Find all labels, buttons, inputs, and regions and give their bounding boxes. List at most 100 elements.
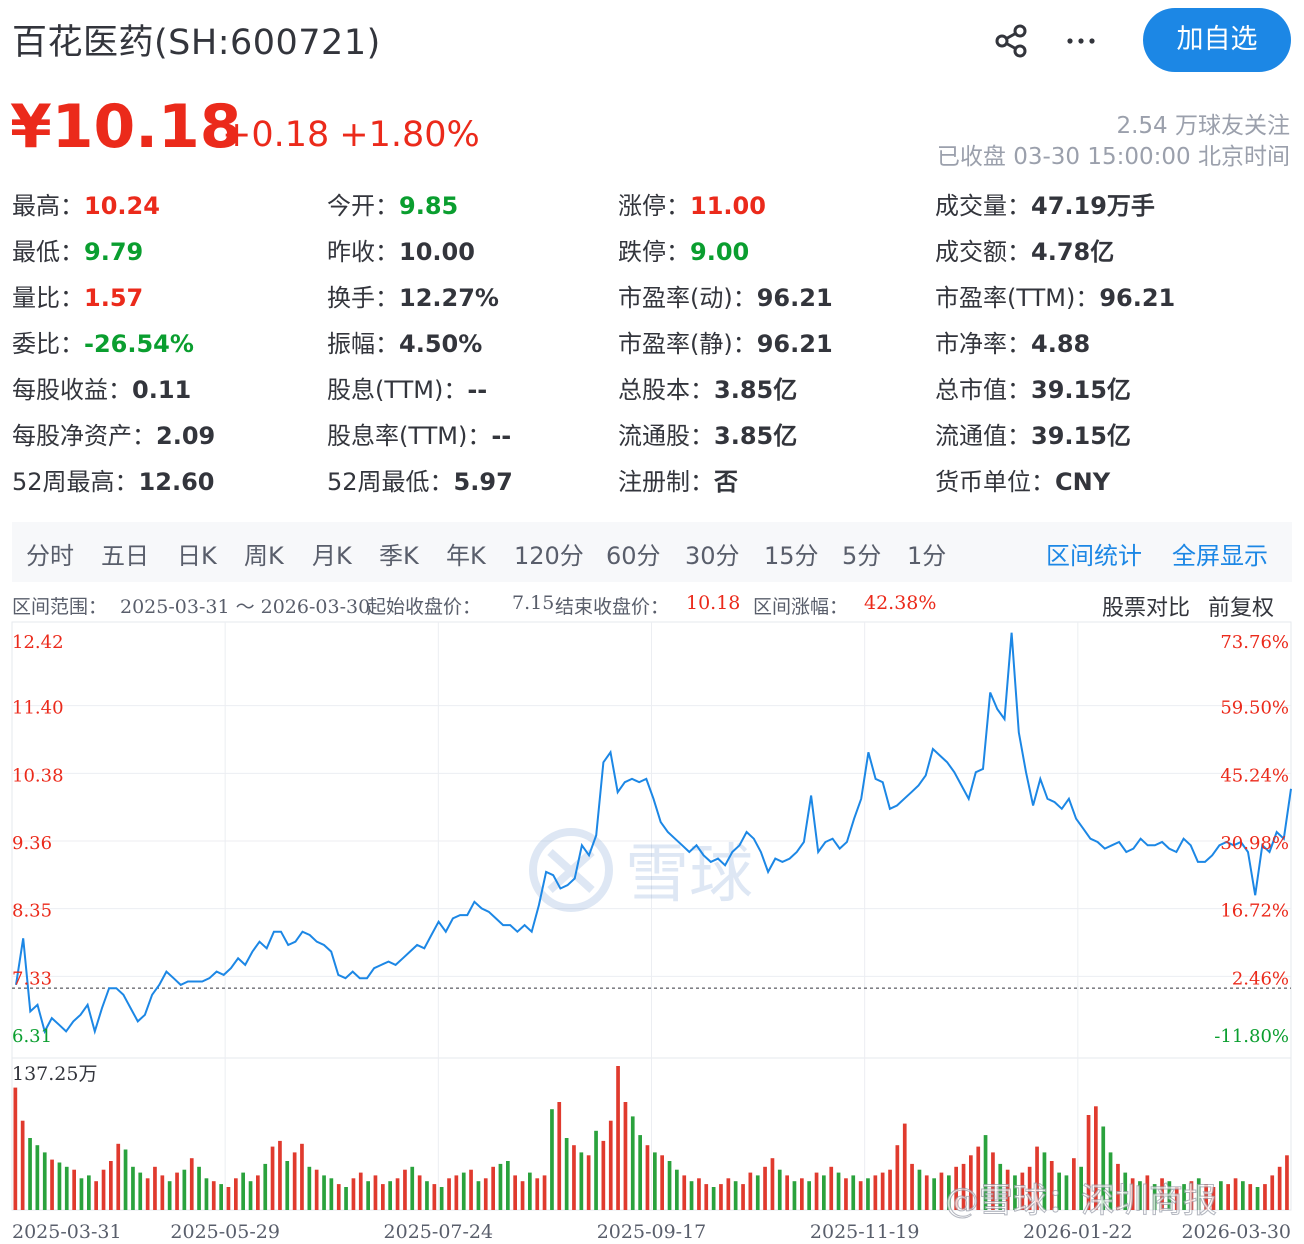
tab-week-k[interactable]: 周K xyxy=(244,542,284,570)
fullscreen-link[interactable]: 全屏显示 xyxy=(1172,542,1268,570)
stat-label: 注册制： xyxy=(618,468,714,496)
volume-bar xyxy=(998,1163,1003,1210)
stat-label: 换手： xyxy=(327,284,399,312)
volume-bar xyxy=(851,1175,856,1210)
volume-bar xyxy=(844,1178,848,1210)
stat-value: -- xyxy=(467,376,488,404)
range-stats-link[interactable]: 区间统计 xyxy=(1046,542,1142,570)
share-icon[interactable] xyxy=(993,22,1031,60)
volume-bar xyxy=(1174,1187,1179,1210)
volume-bar xyxy=(755,1175,760,1210)
stat-item: 市盈率(动)：96.21 xyxy=(618,278,833,313)
volume-bar xyxy=(138,1172,143,1210)
tab-fenshi[interactable]: 分时 xyxy=(26,542,74,570)
stat-item: 市净率：4.88 xyxy=(935,324,1090,359)
tab-season-k[interactable]: 季K xyxy=(379,542,419,570)
volume-bar xyxy=(248,1181,253,1210)
stat-item: 今开：9.85 xyxy=(327,186,458,221)
x-tick: 2026-03-30 xyxy=(1181,1221,1291,1243)
stat-item: 52周最高：12.60 xyxy=(12,462,214,497)
add-to-watchlist-button[interactable]: 加自选 xyxy=(1143,8,1291,72)
stock-compare-button[interactable]: 股票对比 xyxy=(1102,596,1191,621)
volume-bar xyxy=(1226,1184,1230,1210)
x-tick: 2026-01-22 xyxy=(1023,1221,1133,1243)
tab-day-k[interactable]: 日K xyxy=(177,542,217,570)
tab-60min[interactable]: 60分 xyxy=(606,542,661,570)
volume-bar xyxy=(814,1172,819,1210)
tab-month-k[interactable]: 月K xyxy=(312,542,352,570)
volume-bar xyxy=(395,1178,400,1210)
volume-bar xyxy=(770,1158,775,1210)
tab-1min[interactable]: 1分 xyxy=(907,542,947,570)
volume-bar xyxy=(880,1172,885,1210)
tab-five-day[interactable]: 五日 xyxy=(101,542,149,570)
stat-value: CNY xyxy=(1055,468,1111,496)
stat-value: 9.00 xyxy=(690,238,750,266)
stat-value: -26.54% xyxy=(84,330,194,358)
volume-bar xyxy=(895,1145,900,1210)
stat-item: 股息(TTM)：-- xyxy=(327,370,487,405)
volume-bar xyxy=(630,1116,635,1210)
stat-value: 39.15亿 xyxy=(1031,422,1131,450)
volume-bar xyxy=(777,1169,782,1210)
y-tick-right: 59.50% xyxy=(1220,698,1289,719)
stat-label: 市盈率(静)： xyxy=(618,330,757,358)
volume-bar xyxy=(924,1175,929,1210)
tab-120min[interactable]: 120分 xyxy=(514,542,584,570)
tab-year-k[interactable]: 年K xyxy=(446,542,486,570)
stat-value: 1.57 xyxy=(84,284,144,312)
snowball-logo-icon xyxy=(529,828,613,912)
stat-label: 总股本： xyxy=(618,376,714,404)
volume-bar xyxy=(638,1135,642,1210)
stat-label: 今开： xyxy=(327,192,399,220)
volume-bar xyxy=(285,1161,290,1210)
volume-bar xyxy=(461,1172,466,1210)
volume-bar xyxy=(432,1184,437,1210)
range-change-label: 区间涨幅： xyxy=(753,596,849,618)
volume-bar xyxy=(476,1181,481,1210)
volume-bar xyxy=(1094,1106,1098,1210)
volume-bar xyxy=(1020,1172,1025,1210)
y-tick-left: 12.42 xyxy=(12,632,64,653)
volume-bar xyxy=(388,1181,392,1210)
stat-item: 股息率(TTM)：-- xyxy=(327,416,511,451)
stat-label: 最低： xyxy=(12,238,84,266)
volume-bar xyxy=(807,1181,811,1210)
volume-bar xyxy=(601,1140,606,1210)
volume-bar xyxy=(1263,1184,1267,1210)
volume-bar xyxy=(197,1166,201,1210)
tab-15min[interactable]: 15分 xyxy=(764,542,819,570)
volume-bar xyxy=(1255,1187,1260,1210)
stat-label: 每股收益： xyxy=(12,376,132,404)
volume-bar xyxy=(542,1175,547,1210)
stat-value: 96.21 xyxy=(756,284,833,312)
stat-item: 每股收益：0.11 xyxy=(12,370,191,405)
volume-bar xyxy=(520,1181,525,1210)
stat-item: 52周最低：5.97 xyxy=(327,462,513,497)
volume-bar xyxy=(572,1145,576,1210)
stat-value: -- xyxy=(491,422,512,450)
volume-bar xyxy=(72,1169,76,1210)
price-chart[interactable]: 雪球 12.42 73.76% 11.40 59.50% 10.38 45.24% 9.36… xyxy=(0,620,1304,1244)
stat-item: 最高：10.24 xyxy=(12,186,160,221)
volume-bar xyxy=(300,1143,304,1210)
tab-5min[interactable]: 5分 xyxy=(842,542,882,570)
volume-bar xyxy=(109,1161,113,1210)
volume-bar xyxy=(1057,1172,1061,1210)
more-icon[interactable] xyxy=(1062,22,1100,60)
price-line xyxy=(15,632,1292,1035)
tab-30min[interactable]: 30分 xyxy=(685,542,740,570)
stat-label: 流通值： xyxy=(935,422,1031,450)
volume-bar xyxy=(1123,1172,1128,1210)
stat-label: 市盈率(TTM)： xyxy=(935,284,1100,312)
volume-bar xyxy=(241,1172,245,1210)
volume-bar xyxy=(101,1169,106,1210)
volume-bar xyxy=(1108,1152,1113,1210)
stat-value: 4.50% xyxy=(399,330,483,358)
current-price: ¥10.18 xyxy=(10,92,242,162)
stat-label: 昨收： xyxy=(327,238,399,266)
volume-bar xyxy=(1285,1155,1289,1210)
adjust-mode-button[interactable]: 前复权 xyxy=(1208,596,1275,621)
volume-bar xyxy=(719,1184,723,1210)
volume-bar xyxy=(1086,1115,1091,1210)
